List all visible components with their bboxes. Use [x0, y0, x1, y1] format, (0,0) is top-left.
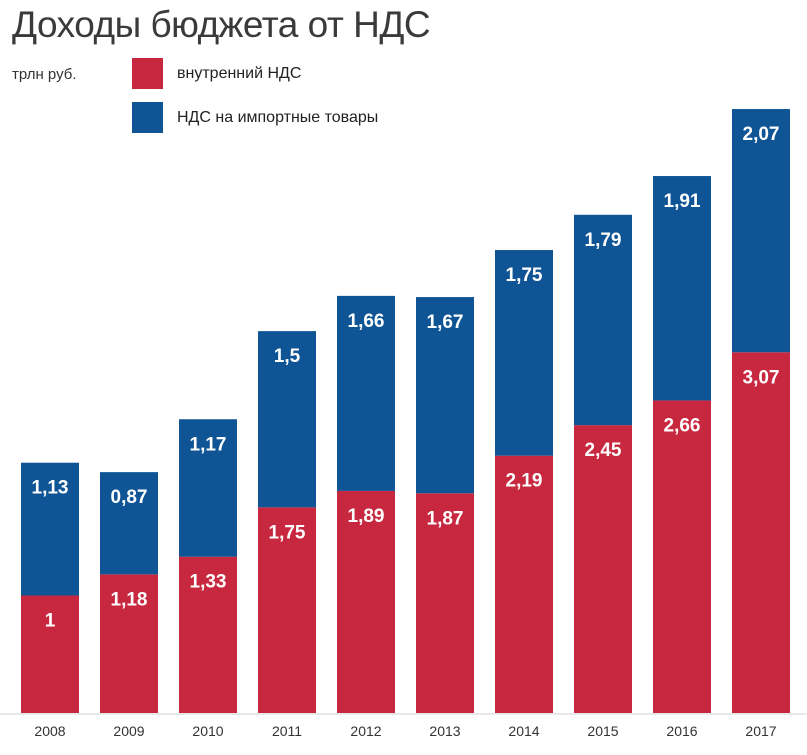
bar-domestic-vat-2010	[179, 556, 237, 713]
bar-domestic-vat-2016	[653, 400, 711, 713]
data-label-domestic-vat-2011: 1,75	[269, 522, 306, 543]
data-label-domestic-vat-2016: 2,66	[664, 415, 701, 436]
bar-import-vat-2017	[732, 109, 790, 353]
legend-swatch-domestic-vat	[132, 58, 163, 89]
data-label-import-vat-2013: 1,67	[427, 312, 464, 333]
bar-import-vat-2015	[574, 214, 632, 426]
data-label-import-vat-2015: 1,79	[585, 230, 622, 251]
bar-import-vat-2012	[337, 295, 395, 491]
x-tick-label-2015: 2015	[587, 723, 618, 739]
legend-label-import-vat: НДС на импортные товары	[177, 108, 379, 126]
bar-domestic-vat-2012	[337, 490, 395, 713]
x-tick-label-2012: 2012	[350, 723, 381, 739]
data-label-import-vat-2012: 1,66	[348, 311, 385, 332]
x-tick-label-2011: 2011	[272, 723, 302, 739]
x-tick-label-2013: 2013	[429, 723, 460, 739]
x-tick-label-2014: 2014	[508, 723, 539, 739]
data-label-import-vat-2016: 1,91	[664, 191, 701, 212]
bar-domestic-vat-2014	[495, 455, 553, 713]
bar-domestic-vat-2017	[732, 352, 790, 713]
bar-domestic-vat-2009	[100, 574, 158, 713]
x-tick-label-2009: 2009	[113, 723, 144, 739]
data-label-import-vat-2011: 1,5	[274, 346, 301, 367]
data-label-domestic-vat-2009: 1,18	[111, 589, 148, 610]
bar-import-vat-2009	[100, 472, 158, 575]
bar-domestic-vat-2008	[21, 595, 79, 713]
data-label-domestic-vat-2017: 3,07	[743, 367, 780, 388]
legend-swatch-import-vat	[132, 102, 163, 133]
data-label-domestic-vat-2014: 2,19	[506, 471, 543, 492]
data-label-domestic-vat-2015: 2,45	[585, 440, 622, 461]
data-label-domestic-vat-2012: 1,89	[348, 506, 385, 527]
bar-import-vat-2014	[495, 250, 553, 456]
x-tick-label-2008: 2008	[34, 723, 65, 739]
data-label-domestic-vat-2010: 1,33	[190, 572, 227, 593]
bar-import-vat-2008	[21, 462, 79, 596]
bar-import-vat-2011	[258, 331, 316, 508]
data-label-import-vat-2010: 1,17	[190, 434, 227, 455]
bar-domestic-vat-2013	[416, 493, 474, 713]
x-tick-label-2017: 2017	[745, 723, 776, 739]
x-tick-label-2016: 2016	[666, 723, 697, 739]
bar-import-vat-2016	[653, 176, 711, 401]
data-label-import-vat-2008: 1,13	[32, 478, 69, 499]
data-label-import-vat-2014: 1,75	[506, 265, 543, 286]
unit-label: трлн руб.	[12, 66, 77, 83]
bar-domestic-vat-2015	[574, 425, 632, 713]
data-label-import-vat-2009: 0,87	[111, 487, 148, 508]
data-label-import-vat-2017: 2,07	[743, 124, 780, 145]
bar-domestic-vat-2011	[258, 507, 316, 713]
legend-label-domestic-vat: внутренний НДС	[177, 64, 302, 82]
x-tick-label-2010: 2010	[192, 723, 223, 739]
bar-import-vat-2010	[179, 419, 237, 557]
bar-import-vat-2013	[416, 297, 474, 494]
legend-item-import-vat: НДС на импортные товары	[132, 102, 378, 133]
chart-title: Доходы бюджета от НДС	[12, 4, 431, 45]
legend-item-domestic-vat: внутренний НДС	[132, 58, 301, 89]
data-label-domestic-vat-2013: 1,87	[427, 508, 464, 529]
data-label-domestic-vat-2008: 1	[45, 611, 56, 632]
